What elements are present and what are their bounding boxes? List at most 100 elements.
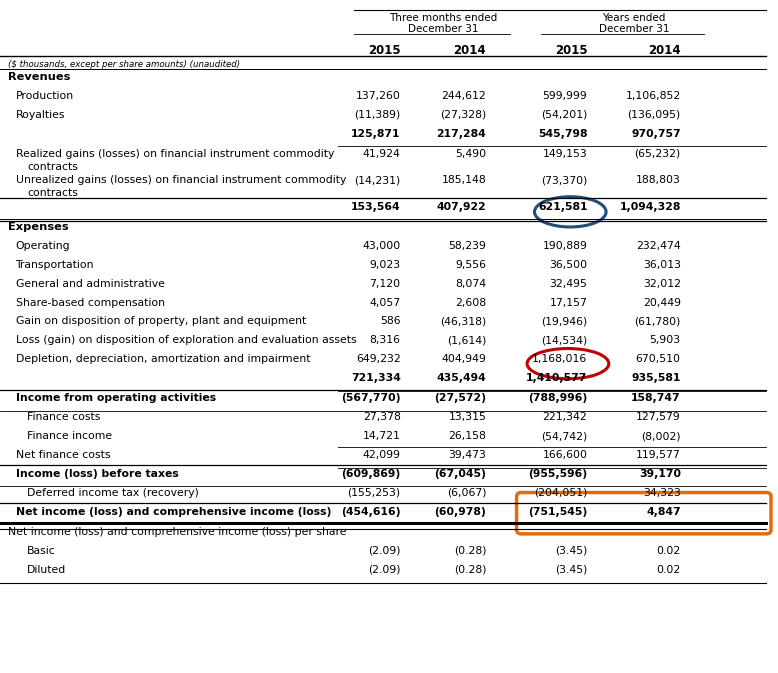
Text: Expenses: Expenses bbox=[8, 222, 68, 232]
Text: 1,168,016: 1,168,016 bbox=[532, 354, 587, 364]
Text: 970,757: 970,757 bbox=[631, 129, 681, 139]
Text: 649,232: 649,232 bbox=[356, 354, 401, 364]
Text: 2014: 2014 bbox=[454, 44, 486, 57]
Text: 217,284: 217,284 bbox=[436, 129, 486, 139]
Text: 36,500: 36,500 bbox=[549, 260, 587, 270]
Text: 5,490: 5,490 bbox=[455, 149, 486, 159]
Text: 188,803: 188,803 bbox=[636, 175, 681, 185]
Text: (136,095): (136,095) bbox=[628, 110, 681, 120]
Text: Net income (loss) and comprehensive income (loss) per share: Net income (loss) and comprehensive inco… bbox=[8, 527, 346, 537]
Text: 721,334: 721,334 bbox=[351, 373, 401, 383]
Text: 36,013: 36,013 bbox=[643, 260, 681, 270]
Text: (8,002): (8,002) bbox=[641, 431, 681, 441]
Text: Finance costs: Finance costs bbox=[27, 412, 100, 422]
Text: Realized gains (losses) on financial instrument commodity: Realized gains (losses) on financial ins… bbox=[16, 149, 334, 159]
Text: Unrealized gains (losses) on financial instrument commodity: Unrealized gains (losses) on financial i… bbox=[16, 175, 346, 185]
Text: 4,057: 4,057 bbox=[370, 297, 401, 308]
Text: 221,342: 221,342 bbox=[542, 412, 587, 422]
Text: (0.28): (0.28) bbox=[454, 565, 486, 575]
Text: (204,051): (204,051) bbox=[534, 488, 587, 498]
Text: 42,099: 42,099 bbox=[363, 450, 401, 460]
Text: 407,922: 407,922 bbox=[436, 202, 486, 212]
Text: 4,847: 4,847 bbox=[646, 507, 681, 517]
Text: (54,742): (54,742) bbox=[541, 431, 587, 441]
Text: 2015: 2015 bbox=[555, 44, 587, 57]
Text: 545,798: 545,798 bbox=[538, 129, 587, 139]
Text: contracts: contracts bbox=[27, 188, 78, 198]
Text: 1,410,577: 1,410,577 bbox=[526, 373, 587, 383]
Text: (60,978): (60,978) bbox=[434, 507, 486, 517]
Text: (19,946): (19,946) bbox=[541, 316, 587, 326]
Text: (1,614): (1,614) bbox=[447, 335, 486, 345]
Text: 41,924: 41,924 bbox=[363, 149, 401, 159]
Text: (6,067): (6,067) bbox=[447, 488, 486, 498]
Text: (27,328): (27,328) bbox=[440, 110, 486, 120]
Text: 599,999: 599,999 bbox=[542, 91, 587, 101]
Text: (454,616): (454,616) bbox=[342, 507, 401, 517]
Text: (27,572): (27,572) bbox=[434, 393, 486, 403]
Text: 34,323: 34,323 bbox=[643, 488, 681, 498]
Text: Income from operating activities: Income from operating activities bbox=[16, 393, 216, 403]
Text: 190,889: 190,889 bbox=[542, 241, 587, 251]
Text: (11,389): (11,389) bbox=[355, 110, 401, 120]
Text: (3.45): (3.45) bbox=[555, 546, 587, 556]
Text: General and administrative: General and administrative bbox=[16, 279, 164, 289]
Text: Depletion, depreciation, amortization and impairment: Depletion, depreciation, amortization an… bbox=[16, 354, 310, 364]
Text: (155,253): (155,253) bbox=[348, 488, 401, 498]
Text: 149,153: 149,153 bbox=[542, 149, 587, 159]
Text: Income (loss) before taxes: Income (loss) before taxes bbox=[16, 469, 178, 479]
Text: Loss (gain) on disposition of exploration and evaluation assets: Loss (gain) on disposition of exploratio… bbox=[16, 335, 356, 345]
Text: 0.02: 0.02 bbox=[657, 565, 681, 575]
Text: 32,495: 32,495 bbox=[549, 279, 587, 289]
Text: 14,721: 14,721 bbox=[363, 431, 401, 441]
Text: 39,170: 39,170 bbox=[639, 469, 681, 479]
Text: 5,903: 5,903 bbox=[650, 335, 681, 345]
Text: 158,747: 158,747 bbox=[631, 393, 681, 403]
Text: 137,260: 137,260 bbox=[356, 91, 401, 101]
Text: 2,608: 2,608 bbox=[455, 297, 486, 308]
Text: (61,780): (61,780) bbox=[634, 316, 681, 326]
Text: 26,158: 26,158 bbox=[448, 431, 486, 441]
Text: Revenues: Revenues bbox=[8, 72, 70, 82]
Text: 2015: 2015 bbox=[368, 44, 401, 57]
Text: 8,074: 8,074 bbox=[455, 279, 486, 289]
Text: Transportation: Transportation bbox=[16, 260, 94, 270]
Text: 621,581: 621,581 bbox=[538, 202, 587, 212]
Text: 9,023: 9,023 bbox=[370, 260, 401, 270]
Text: (788,996): (788,996) bbox=[528, 393, 587, 403]
Text: (609,869): (609,869) bbox=[342, 469, 401, 479]
Text: (955,596): (955,596) bbox=[528, 469, 587, 479]
Text: 58,239: 58,239 bbox=[448, 241, 486, 251]
Text: Operating: Operating bbox=[16, 241, 70, 251]
Text: 9,556: 9,556 bbox=[455, 260, 486, 270]
Text: Three months ended
December 31: Three months ended December 31 bbox=[389, 13, 498, 34]
Text: 166,600: 166,600 bbox=[542, 450, 587, 460]
Text: 670,510: 670,510 bbox=[636, 354, 681, 364]
Text: (3.45): (3.45) bbox=[555, 565, 587, 575]
Text: 185,148: 185,148 bbox=[441, 175, 486, 185]
Text: 20,449: 20,449 bbox=[643, 297, 681, 308]
Text: 125,871: 125,871 bbox=[351, 129, 401, 139]
Text: 43,000: 43,000 bbox=[363, 241, 401, 251]
Text: 119,577: 119,577 bbox=[636, 450, 681, 460]
Text: (67,045): (67,045) bbox=[434, 469, 486, 479]
Text: 127,579: 127,579 bbox=[636, 412, 681, 422]
Text: ($ thousands, except per share amounts) (unaudited): ($ thousands, except per share amounts) … bbox=[8, 60, 240, 69]
Text: 244,612: 244,612 bbox=[441, 91, 486, 101]
Text: Years ended
December 31: Years ended December 31 bbox=[599, 13, 669, 34]
Text: 7,120: 7,120 bbox=[370, 279, 401, 289]
Text: 586: 586 bbox=[380, 316, 401, 326]
Text: (54,201): (54,201) bbox=[541, 110, 587, 120]
Text: 935,581: 935,581 bbox=[632, 373, 681, 383]
Text: 39,473: 39,473 bbox=[448, 450, 486, 460]
Text: (73,370): (73,370) bbox=[541, 175, 587, 185]
Text: Share-based compensation: Share-based compensation bbox=[16, 297, 165, 308]
Text: 17,157: 17,157 bbox=[549, 297, 587, 308]
Text: 2014: 2014 bbox=[648, 44, 681, 57]
Text: 404,949: 404,949 bbox=[441, 354, 486, 364]
Text: (46,318): (46,318) bbox=[440, 316, 486, 326]
Text: (0.28): (0.28) bbox=[454, 546, 486, 556]
Text: (14,231): (14,231) bbox=[355, 175, 401, 185]
Text: 13,315: 13,315 bbox=[448, 412, 486, 422]
Text: (14,534): (14,534) bbox=[541, 335, 587, 345]
